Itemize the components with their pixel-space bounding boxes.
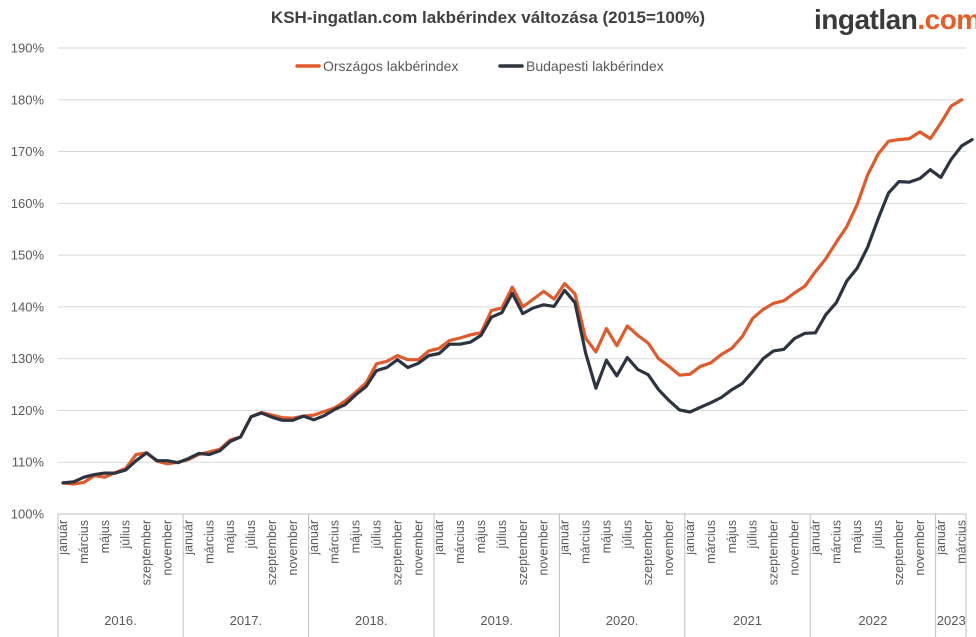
y-tick-label: 140% xyxy=(11,299,45,314)
y-tick-label: 150% xyxy=(11,248,45,263)
x-tick-label: július xyxy=(746,520,760,550)
x-tick-label: szeptember xyxy=(767,520,781,585)
year-label: 2022 xyxy=(858,613,887,628)
legend: Országos lakbérindex Budapesti lakbérinde… xyxy=(295,58,664,74)
x-tick-label: július xyxy=(620,520,634,550)
year-label: 2020. xyxy=(606,613,639,628)
x-tick-label: november xyxy=(788,520,802,576)
y-axis-ticks: 100% 110% 120% 130% 140% 150% 160% 170% 180% 190% xyxy=(11,41,45,522)
x-tick-label: január xyxy=(56,520,70,556)
x-tick-label: november xyxy=(913,520,927,576)
x-tick-label: március xyxy=(829,520,843,564)
x-tick-label: szeptember xyxy=(140,520,154,585)
x-tick-label: január xyxy=(808,520,822,556)
x-axis: január március május július szeptember novemb… xyxy=(56,514,969,637)
x-tick-label: május xyxy=(725,520,739,553)
x-tick-label: január xyxy=(558,520,572,556)
x-tick-label: szeptember xyxy=(516,520,530,585)
y-tick-label: 100% xyxy=(11,507,45,522)
y-tick-label: 160% xyxy=(11,196,45,211)
year-label: 2017. xyxy=(230,613,263,628)
y-tick-label: 130% xyxy=(11,351,45,366)
series-line-budapesti xyxy=(61,138,974,485)
x-tick-label: november xyxy=(286,520,300,576)
x-tick-label: szeptember xyxy=(390,520,404,585)
x-tick-label: május xyxy=(223,520,237,553)
x-tick-label: július xyxy=(244,520,258,550)
x-tick-label: május xyxy=(98,520,112,553)
x-tick-label: július xyxy=(495,520,509,550)
x-tick-label: május xyxy=(599,520,613,553)
x-tick-label: január xyxy=(307,520,321,556)
x-tick-label: március xyxy=(202,520,216,564)
x-tick-label: január xyxy=(181,520,195,556)
series-line-orszagos xyxy=(61,98,964,486)
x-tick-label: szeptember xyxy=(892,520,906,585)
logo-tld-text: com xyxy=(924,4,976,35)
gridlines xyxy=(58,47,966,515)
year-label: 2021 xyxy=(733,613,762,628)
y-tick-label: 170% xyxy=(11,144,45,159)
x-tick-label: május xyxy=(349,520,363,553)
x-tick-label: szeptember xyxy=(641,520,655,585)
y-tick-label: 180% xyxy=(11,92,45,107)
legend-label: Országos lakbérindex xyxy=(323,58,458,74)
x-tick-label: július xyxy=(871,520,885,550)
x-tick-label: szeptember xyxy=(265,520,279,585)
x-tick-label: január xyxy=(934,520,948,556)
x-tick-label: július xyxy=(119,520,133,550)
x-tick-label: november xyxy=(662,520,676,576)
x-tick-label: november xyxy=(161,520,175,576)
y-tick-label: 110% xyxy=(12,455,45,470)
x-tick-label: január xyxy=(683,520,697,556)
x-tick-label: november xyxy=(537,520,551,576)
x-tick-label: március xyxy=(704,520,718,564)
legend-label: Budapesti lakbérindex xyxy=(526,58,664,74)
chart-title: KSH-ingatlan.com lakbérindex változása (… xyxy=(270,8,706,27)
series-lines xyxy=(61,98,974,486)
x-tick-label: március xyxy=(579,520,593,564)
x-tick-label: március xyxy=(453,520,467,564)
x-tick-label: május xyxy=(850,520,864,553)
x-tick-label: november xyxy=(411,520,425,576)
x-tick-label: március xyxy=(77,520,91,564)
logo-dot: . xyxy=(917,4,925,35)
y-tick-label: 190% xyxy=(11,41,45,56)
x-tick-label: július xyxy=(370,520,384,550)
x-tick-label: március xyxy=(328,520,342,564)
logo-main-text: ingatlan xyxy=(814,4,918,35)
year-label: 2016. xyxy=(104,613,137,628)
y-tick-label: 120% xyxy=(11,403,45,418)
year-label: 2019. xyxy=(480,613,513,628)
x-tick-label: március xyxy=(955,520,969,564)
x-tick-label: január xyxy=(432,520,446,556)
year-label: 2018. xyxy=(355,613,388,628)
brand-logo: ingatlan.com xyxy=(814,4,976,36)
year-label: 2023 xyxy=(937,613,966,628)
x-tick-label: május xyxy=(474,520,488,553)
